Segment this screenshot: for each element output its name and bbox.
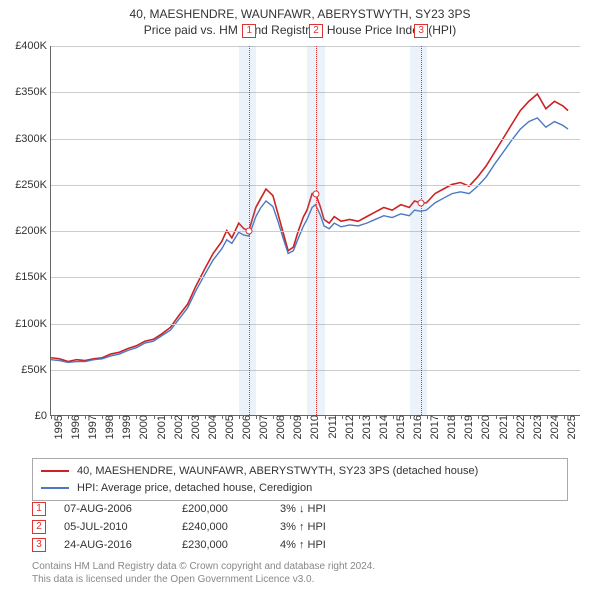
y-axis-label: £350K (15, 86, 51, 98)
sales-table: 1 07-AUG-2006 £200,000 3% ↓ HPI 2 05-JUL… (32, 500, 360, 554)
sale-hpi-delta: 3% ↑ HPI (280, 521, 360, 533)
legend-row: 40, MAESHENDRE, WAUNFAWR, ABERYSTWYTH, S… (41, 463, 559, 480)
x-axis-label: 2002 (167, 415, 185, 439)
chart-title-block: 40, MAESHENDRE, WAUNFAWR, ABERYSTWYTH, S… (0, 0, 600, 38)
sale-marker-dot (246, 228, 253, 235)
x-axis-label: 2018 (440, 415, 458, 439)
x-axis-label: 2017 (423, 415, 441, 439)
legend-row: HPI: Average price, detached house, Cere… (41, 480, 559, 497)
legend-swatch-hpi (41, 487, 69, 489)
x-axis-label: 2000 (132, 415, 150, 439)
y-axis-label: £50K (21, 364, 51, 376)
title-line-2: Price paid vs. HM Land Registry's House … (0, 22, 600, 38)
x-axis-label: 1995 (47, 415, 65, 439)
sale-marker-line (421, 46, 422, 415)
footer-line-2: This data is licensed under the Open Gov… (32, 573, 375, 586)
x-axis-label: 2010 (303, 415, 321, 439)
sales-row: 2 05-JUL-2010 £240,000 3% ↑ HPI (32, 518, 360, 536)
x-axis-label: 2024 (543, 415, 561, 439)
legend-swatch-property (41, 470, 69, 472)
x-axis-label: 2011 (321, 415, 339, 439)
y-axis-label: £100K (15, 318, 51, 330)
sale-marker-line (316, 46, 317, 415)
sale-marker-number: 2 (32, 520, 46, 534)
x-axis-label: 2016 (406, 415, 424, 439)
x-axis-label: 2008 (269, 415, 287, 439)
x-axis-label: 2001 (150, 415, 168, 439)
x-axis-label: 2004 (201, 415, 219, 439)
x-axis-label: 1998 (98, 415, 116, 439)
footer-line-1: Contains HM Land Registry data © Crown c… (32, 560, 375, 573)
sale-price: £230,000 (182, 539, 262, 551)
x-axis-label: 2007 (252, 415, 270, 439)
chart-legend: 40, MAESHENDRE, WAUNFAWR, ABERYSTWYTH, S… (32, 458, 568, 501)
y-axis-label: £200K (15, 225, 51, 237)
x-axis-label: 1996 (64, 415, 82, 439)
y-axis-label: £250K (15, 179, 51, 191)
sale-price: £240,000 (182, 521, 262, 533)
sale-marker-box: 3 (414, 24, 428, 38)
y-axis-label: £300K (15, 133, 51, 145)
sale-marker-number: 3 (32, 538, 46, 552)
x-axis-label: 2003 (184, 415, 202, 439)
y-axis-label: £400K (15, 40, 51, 52)
sale-marker-dot (418, 200, 425, 207)
x-axis-label: 2023 (526, 415, 544, 439)
highlight-band (410, 46, 427, 415)
sale-date: 05-JUL-2010 (64, 521, 164, 533)
sale-marker-box: 1 (242, 24, 256, 38)
sales-row: 1 07-AUG-2006 £200,000 3% ↓ HPI (32, 500, 360, 518)
x-axis-label: 2020 (474, 415, 492, 439)
x-axis-label: 2009 (286, 415, 304, 439)
x-axis-label: 1997 (81, 415, 99, 439)
x-axis-label: 2013 (355, 415, 373, 439)
attribution-footer: Contains HM Land Registry data © Crown c… (32, 560, 375, 586)
x-axis-label: 2012 (338, 415, 356, 439)
x-axis-label: 2014 (372, 415, 390, 439)
x-axis-label: 1999 (115, 415, 133, 439)
x-axis-label: 2006 (235, 415, 253, 439)
x-axis-label: 2015 (389, 415, 407, 439)
sale-hpi-delta: 3% ↓ HPI (280, 503, 360, 515)
sale-date: 24-AUG-2016 (64, 539, 164, 551)
legend-label-hpi: HPI: Average price, detached house, Cere… (77, 480, 312, 497)
chart-plot-area: £0£50K£100K£150K£200K£250K£300K£350K£400… (50, 46, 580, 416)
sale-marker-number: 1 (32, 502, 46, 516)
x-axis-label: 2005 (218, 415, 236, 439)
x-axis-label: 2021 (492, 415, 510, 439)
sales-row: 3 24-AUG-2016 £230,000 4% ↑ HPI (32, 536, 360, 554)
y-axis-label: £150K (15, 271, 51, 283)
sale-price: £200,000 (182, 503, 262, 515)
x-axis-label: 2022 (509, 415, 527, 439)
sale-date: 07-AUG-2006 (64, 503, 164, 515)
legend-label-property: 40, MAESHENDRE, WAUNFAWR, ABERYSTWYTH, S… (77, 463, 478, 480)
sale-marker-dot (313, 191, 320, 198)
title-line-1: 40, MAESHENDRE, WAUNFAWR, ABERYSTWYTH, S… (0, 6, 600, 22)
x-axis-label: 2019 (457, 415, 475, 439)
x-axis-label: 2025 (560, 415, 578, 439)
sale-marker-box: 2 (309, 24, 323, 38)
sale-hpi-delta: 4% ↑ HPI (280, 539, 360, 551)
